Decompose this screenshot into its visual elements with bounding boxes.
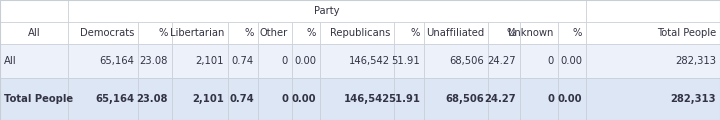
- Bar: [488, 22, 520, 44]
- Text: All: All: [4, 56, 17, 66]
- Text: 0.00: 0.00: [294, 56, 316, 66]
- Text: 0: 0: [282, 56, 288, 66]
- Bar: [520, 22, 558, 44]
- Text: 0.00: 0.00: [557, 94, 582, 104]
- Bar: [394, 22, 424, 44]
- Bar: [228, 78, 258, 120]
- Text: 2,101: 2,101: [192, 94, 224, 104]
- Bar: [586, 44, 720, 78]
- Bar: [586, 0, 720, 22]
- Bar: [320, 44, 394, 78]
- Text: Libertarian: Libertarian: [170, 28, 224, 38]
- Bar: [0, 44, 68, 78]
- Bar: [172, 44, 228, 78]
- Text: 0.00: 0.00: [292, 94, 316, 104]
- Text: %: %: [245, 28, 254, 38]
- Text: 0: 0: [547, 94, 554, 104]
- Bar: [586, 78, 720, 120]
- Bar: [586, 22, 720, 44]
- Text: 24.27: 24.27: [485, 94, 516, 104]
- Text: 0.74: 0.74: [229, 94, 254, 104]
- Text: 68,506: 68,506: [449, 56, 484, 66]
- Bar: [424, 22, 488, 44]
- Text: %: %: [307, 28, 316, 38]
- Bar: [320, 22, 394, 44]
- Bar: [558, 78, 586, 120]
- Bar: [292, 44, 320, 78]
- Bar: [68, 44, 138, 78]
- Text: 51.91: 51.91: [388, 94, 420, 104]
- Bar: [320, 78, 394, 120]
- Text: 68,506: 68,506: [445, 94, 484, 104]
- Bar: [0, 22, 68, 44]
- Bar: [292, 78, 320, 120]
- Bar: [68, 0, 586, 22]
- Text: Party: Party: [314, 6, 340, 16]
- Bar: [520, 44, 558, 78]
- Text: 0.00: 0.00: [560, 56, 582, 66]
- Text: 0: 0: [548, 56, 554, 66]
- Text: Democrats: Democrats: [80, 28, 134, 38]
- Bar: [258, 78, 292, 120]
- Text: Unknown: Unknown: [508, 28, 554, 38]
- Bar: [558, 22, 586, 44]
- Text: 282,313: 282,313: [670, 94, 716, 104]
- Text: 2,101: 2,101: [196, 56, 224, 66]
- Text: %: %: [507, 28, 516, 38]
- Bar: [488, 78, 520, 120]
- Bar: [0, 78, 68, 120]
- Text: 23.08: 23.08: [140, 56, 168, 66]
- Text: 146,542: 146,542: [344, 94, 390, 104]
- Bar: [138, 22, 172, 44]
- Bar: [0, 0, 68, 22]
- Text: 0.74: 0.74: [232, 56, 254, 66]
- Text: 146,542: 146,542: [349, 56, 390, 66]
- Text: 51.91: 51.91: [391, 56, 420, 66]
- Text: 65,164: 65,164: [99, 56, 134, 66]
- Bar: [488, 44, 520, 78]
- Bar: [172, 22, 228, 44]
- Bar: [138, 78, 172, 120]
- Text: All: All: [27, 28, 40, 38]
- Bar: [520, 78, 558, 120]
- Text: 282,313: 282,313: [675, 56, 716, 66]
- Bar: [258, 22, 292, 44]
- Bar: [424, 44, 488, 78]
- Bar: [394, 78, 424, 120]
- Bar: [68, 22, 138, 44]
- Text: Total People: Total People: [4, 94, 73, 104]
- Text: Unaffiliated: Unaffiliated: [426, 28, 484, 38]
- Bar: [258, 44, 292, 78]
- Text: Republicans: Republicans: [330, 28, 390, 38]
- Text: %: %: [572, 28, 582, 38]
- Bar: [292, 22, 320, 44]
- Bar: [228, 44, 258, 78]
- Bar: [558, 44, 586, 78]
- Text: %: %: [410, 28, 420, 38]
- Text: Total People: Total People: [657, 28, 716, 38]
- Bar: [424, 78, 488, 120]
- Text: 24.27: 24.27: [487, 56, 516, 66]
- Text: Other: Other: [260, 28, 288, 38]
- Text: 65,164: 65,164: [95, 94, 134, 104]
- Text: 0: 0: [281, 94, 288, 104]
- Bar: [228, 22, 258, 44]
- Bar: [138, 44, 172, 78]
- Bar: [172, 78, 228, 120]
- Bar: [68, 78, 138, 120]
- Bar: [394, 44, 424, 78]
- Text: 23.08: 23.08: [137, 94, 168, 104]
- Text: %: %: [158, 28, 168, 38]
